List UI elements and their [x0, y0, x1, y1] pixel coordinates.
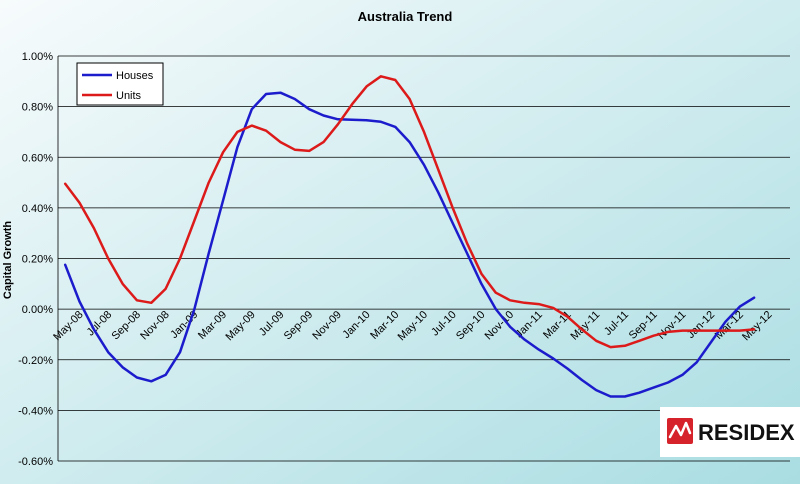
legend-houses-label: Houses [116, 70, 154, 82]
y-tick-label: 0.20% [22, 254, 53, 266]
y-tick-label: -0.60% [18, 456, 53, 468]
y-tick-labels: -0.60% -0.40% -0.20% 0.00% 0.20% 0.40% 0.60% 0.… [18, 51, 53, 468]
chart-title: Australia Trend [358, 9, 453, 24]
y-tick-label: -0.40% [18, 405, 53, 417]
y-tick-label: 0.60% [22, 152, 53, 164]
logo-text: RESIDEX [698, 420, 795, 445]
legend: Houses Units [76, 62, 164, 106]
y-axis-title: Capital Growth [2, 221, 14, 300]
y-tick-label: -0.20% [18, 355, 53, 367]
y-tick-label: 0.80% [22, 102, 53, 114]
series-line-units [63, 75, 756, 349]
y-tick-label: 0.00% [22, 304, 53, 316]
series-line-houses [63, 91, 756, 398]
legend-box [76, 62, 164, 106]
series-lines [63, 75, 756, 398]
y-tick-label: 1.00% [22, 51, 53, 63]
gridlines [57, 55, 790, 462]
residex-logo-icon [667, 418, 693, 444]
legend-units-label: Units [116, 90, 142, 102]
y-tick-label: 0.40% [22, 203, 53, 215]
residex-logo: RESIDEX [660, 407, 800, 457]
